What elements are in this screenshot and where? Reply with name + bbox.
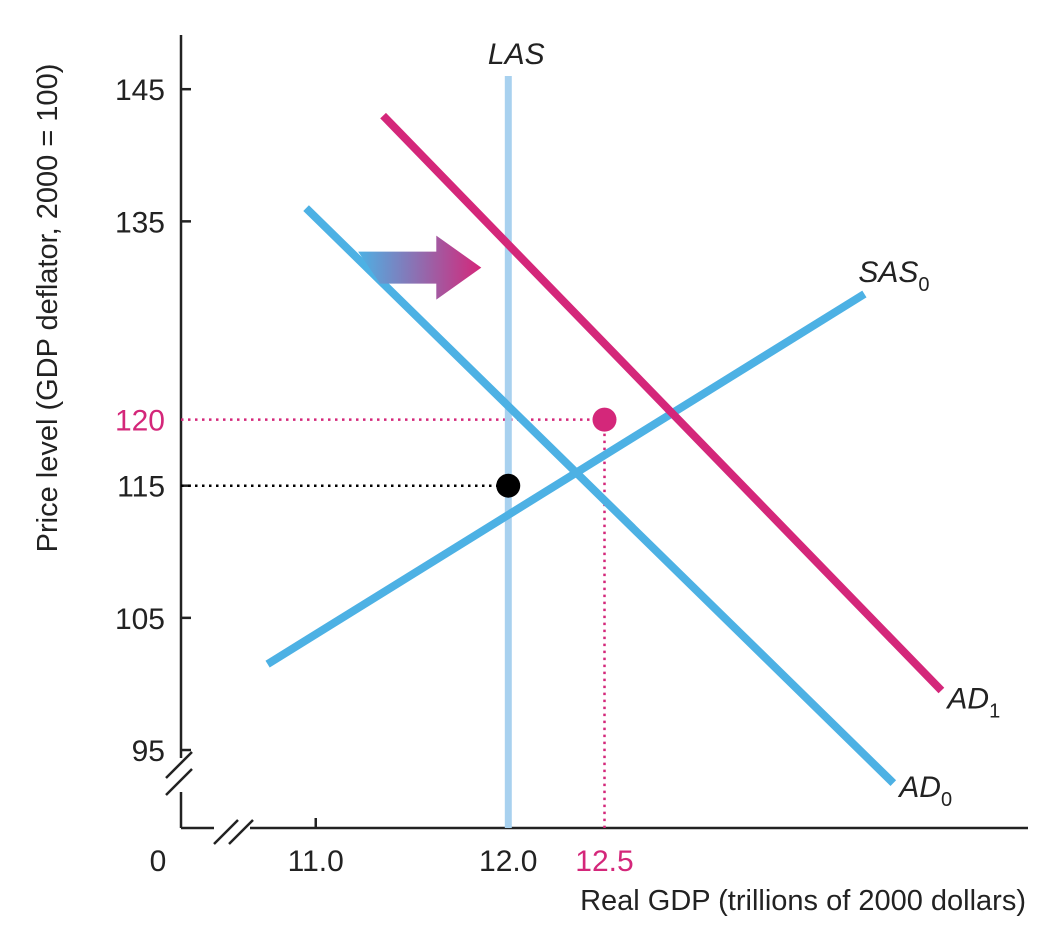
ad0-label: AD0 — [897, 771, 952, 811]
y-tick-label: 145 — [115, 74, 165, 107]
x-axis-title: Real GDP (trillions of 2000 dollars) — [580, 885, 1026, 917]
ad0-curve — [303, 205, 897, 786]
y-tick-label: 135 — [115, 206, 165, 239]
y-axis-break-mark — [165, 751, 193, 779]
curves — [265, 76, 945, 828]
y-tick-label: 95 — [132, 735, 165, 768]
x-tick-label: 12.5 — [575, 845, 633, 878]
ad1-curve — [380, 112, 945, 694]
ad-shift-arrow — [358, 235, 482, 300]
y-tick-label: 115 — [117, 471, 165, 504]
x-tick-label: 12.0 — [479, 845, 537, 878]
x-axis-break-mark — [213, 819, 239, 845]
equilibrium-point-0 — [496, 473, 521, 498]
x-axis-break-mark — [228, 819, 254, 845]
equilibrium-points — [496, 407, 617, 498]
origin-label: 0 — [150, 845, 167, 878]
guide-lines — [181, 418, 606, 828]
equilibrium-point-1 — [592, 407, 617, 432]
shift-arrow-group — [358, 235, 482, 300]
las-label: LAS — [488, 38, 545, 71]
ad1-label: AD1 — [945, 683, 1000, 723]
y-axis-title: Price level (GDP deflator, 2000 = 100) — [32, 64, 64, 553]
axes — [165, 35, 1028, 845]
curve-labels: LAS SAS0 AD0 AD1 — [488, 38, 1000, 811]
y-axis-break-mark — [165, 768, 193, 796]
y-tick-label: 105 — [115, 603, 165, 636]
y-tick-label: 120 — [115, 405, 165, 438]
ticks: 11.0 12.0 12.5 95 105 115 120 135 145 — [115, 74, 634, 878]
sas0-curve — [265, 290, 867, 668]
x-tick-label: 11.0 — [288, 845, 344, 878]
y-axis-break-gap — [170, 758, 192, 792]
sas0-label: SAS0 — [858, 256, 929, 296]
